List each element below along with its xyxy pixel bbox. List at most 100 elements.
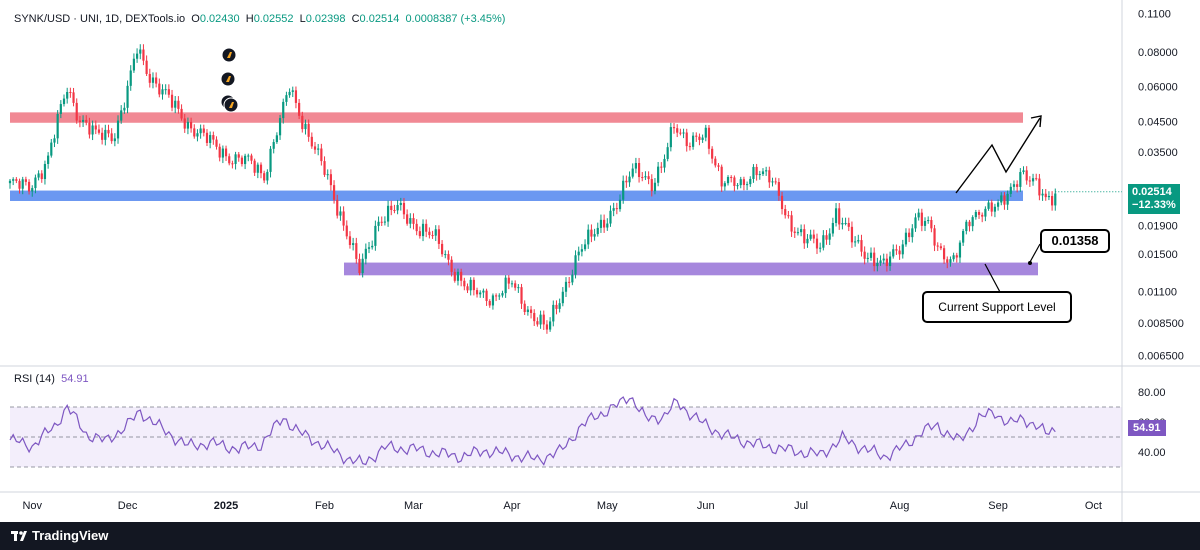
candle-body bbox=[53, 138, 56, 143]
candle-body bbox=[253, 160, 256, 173]
candle bbox=[965, 219, 968, 235]
candle bbox=[81, 115, 85, 127]
candle-body bbox=[609, 210, 612, 224]
candle-body bbox=[618, 199, 622, 210]
candle bbox=[326, 169, 329, 180]
candle bbox=[104, 124, 107, 146]
candle-body bbox=[183, 118, 186, 129]
candle-body bbox=[644, 176, 647, 178]
candle-body bbox=[739, 179, 742, 186]
candle bbox=[615, 202, 618, 215]
price-tick-label: 0.04500 bbox=[1138, 116, 1178, 128]
candle-body bbox=[745, 184, 749, 186]
candle bbox=[637, 157, 641, 183]
candle-body bbox=[1044, 193, 1047, 198]
candle-body bbox=[285, 95, 288, 102]
candle-body bbox=[193, 128, 196, 137]
chart-canvas[interactable]: 0.11000.080000.060000.045000.035000.0250… bbox=[0, 0, 1200, 522]
candle bbox=[158, 78, 161, 98]
candle-body bbox=[507, 277, 510, 284]
price-tick-label: 0.08000 bbox=[1138, 47, 1178, 59]
low-label: L bbox=[299, 13, 306, 25]
candle bbox=[625, 175, 628, 188]
candle-body bbox=[663, 158, 666, 168]
candle-body bbox=[361, 258, 364, 274]
candle bbox=[698, 133, 701, 146]
candle-body bbox=[294, 90, 298, 103]
candle bbox=[711, 146, 714, 164]
candle bbox=[1041, 189, 1044, 201]
candle-body bbox=[482, 290, 485, 293]
candle bbox=[552, 300, 555, 327]
candle bbox=[62, 94, 66, 107]
candle-body bbox=[653, 182, 657, 192]
candle bbox=[838, 203, 841, 230]
candle-body bbox=[774, 181, 777, 183]
candle-body bbox=[542, 314, 545, 325]
candle bbox=[291, 86, 294, 98]
price-tick-label: 0.006500 bbox=[1138, 350, 1184, 362]
candle bbox=[650, 174, 653, 197]
candle bbox=[672, 122, 676, 134]
candle bbox=[904, 228, 908, 247]
candle-body bbox=[1035, 178, 1038, 180]
candle-body bbox=[399, 202, 402, 206]
candle bbox=[631, 163, 634, 179]
candle bbox=[768, 166, 771, 188]
candle bbox=[777, 178, 780, 201]
candle bbox=[180, 104, 183, 121]
candle-body bbox=[504, 277, 507, 294]
candle bbox=[1019, 168, 1022, 192]
candle bbox=[1031, 173, 1035, 186]
candle bbox=[116, 115, 120, 144]
candle bbox=[94, 120, 97, 135]
candle-body bbox=[234, 154, 237, 164]
candle-body bbox=[672, 127, 676, 129]
candle-body bbox=[768, 170, 771, 183]
candle-body bbox=[796, 232, 800, 234]
candle-body bbox=[75, 102, 78, 121]
candle bbox=[974, 209, 977, 220]
candle bbox=[199, 124, 202, 139]
candle-body bbox=[1051, 196, 1054, 206]
candle-body bbox=[444, 254, 447, 256]
candle-body bbox=[155, 77, 158, 84]
candle bbox=[294, 86, 298, 109]
candle bbox=[942, 245, 946, 264]
candle bbox=[765, 166, 768, 176]
candle bbox=[717, 163, 720, 172]
candle bbox=[542, 310, 545, 330]
candle-body bbox=[815, 238, 819, 249]
candle-body bbox=[224, 148, 228, 157]
candle-body bbox=[981, 214, 984, 217]
candle bbox=[860, 234, 863, 257]
candle-body bbox=[936, 245, 939, 247]
candle bbox=[666, 142, 669, 162]
candle bbox=[155, 72, 158, 88]
candle-body bbox=[510, 283, 514, 285]
candle bbox=[958, 240, 962, 263]
candle bbox=[866, 252, 869, 263]
candle-body bbox=[949, 259, 952, 263]
candle bbox=[336, 194, 339, 219]
candle bbox=[707, 124, 711, 155]
candle-body bbox=[205, 132, 209, 143]
candle-body bbox=[577, 251, 580, 256]
candle bbox=[803, 224, 806, 249]
candle bbox=[139, 44, 142, 60]
candle bbox=[399, 197, 402, 211]
candle-body bbox=[1016, 184, 1019, 187]
candle bbox=[603, 214, 606, 233]
rsi-tick-label: 80.00 bbox=[1138, 387, 1166, 399]
candle-body bbox=[564, 281, 568, 292]
candle-body bbox=[469, 279, 472, 291]
candle-body bbox=[574, 255, 577, 275]
candle-body bbox=[27, 181, 31, 192]
candle-body bbox=[707, 127, 711, 149]
candle bbox=[317, 143, 320, 156]
price-tick-label: 0.1100 bbox=[1138, 8, 1171, 20]
candle-body bbox=[860, 240, 863, 252]
candle bbox=[339, 206, 342, 221]
change-value: 0.0008387 (+3.45%) bbox=[405, 13, 506, 25]
candle bbox=[533, 309, 536, 326]
